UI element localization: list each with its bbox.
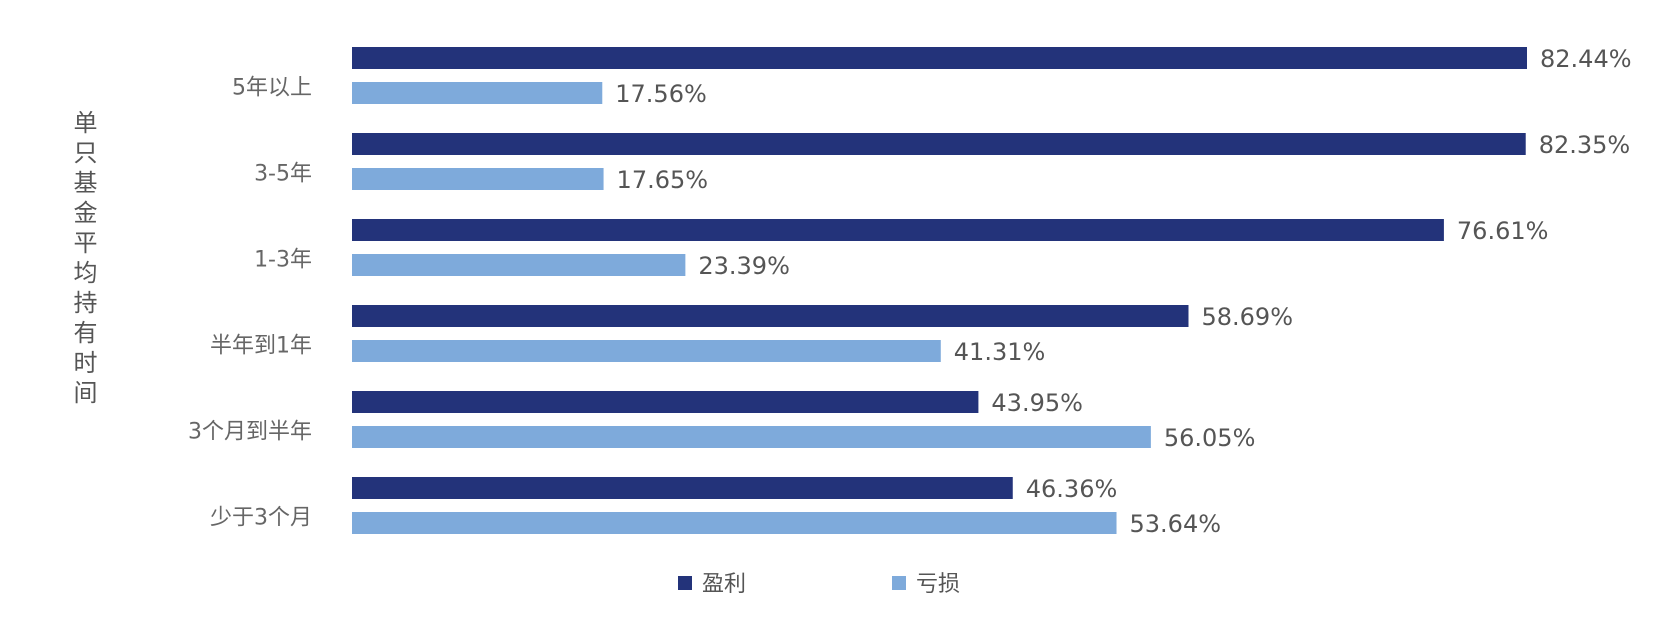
data-label: 46.36% <box>1026 475 1118 503</box>
data-label: 56.05% <box>1164 424 1256 452</box>
category-label: 1-3年 <box>254 248 312 273</box>
data-label: 76.61% <box>1457 217 1549 245</box>
bar-loss <box>352 168 604 190</box>
data-label: 43.95% <box>991 389 1083 417</box>
legend-label: 亏损 <box>916 572 960 597</box>
y-axis-label: 单只基金平均持有时间 <box>69 110 97 410</box>
bar-loss <box>352 512 1117 534</box>
category-label: 少于3个月 <box>210 506 312 531</box>
bar-loss <box>352 254 686 276</box>
legend-swatch-profit <box>678 576 692 590</box>
legend-label: 盈利 <box>702 572 746 597</box>
data-label: 23.39% <box>698 252 790 280</box>
data-label: 58.69% <box>1201 303 1293 331</box>
data-label: 82.44% <box>1540 45 1632 73</box>
category-label: 3-5年 <box>254 162 312 187</box>
bar-profit <box>352 219 1444 241</box>
bar-profit <box>352 133 1526 155</box>
data-label: 82.35% <box>1539 131 1631 159</box>
data-label: 41.31% <box>954 338 1046 366</box>
category-label: 半年到1年 <box>210 334 312 359</box>
category-label: 3个月到半年 <box>188 420 312 445</box>
data-label: 17.65% <box>617 166 709 194</box>
bar-profit <box>352 47 1527 69</box>
bar-profit <box>352 391 979 413</box>
bar-profit <box>352 477 1013 499</box>
data-label: 53.64% <box>1130 510 1222 538</box>
bar-loss <box>352 340 941 362</box>
legend-swatch-loss <box>892 576 906 590</box>
bar-loss <box>352 426 1151 448</box>
bar-loss <box>352 82 603 104</box>
data-label: 17.56% <box>615 80 707 108</box>
category-label: 5年以上 <box>232 76 312 101</box>
bar-profit <box>352 305 1189 327</box>
